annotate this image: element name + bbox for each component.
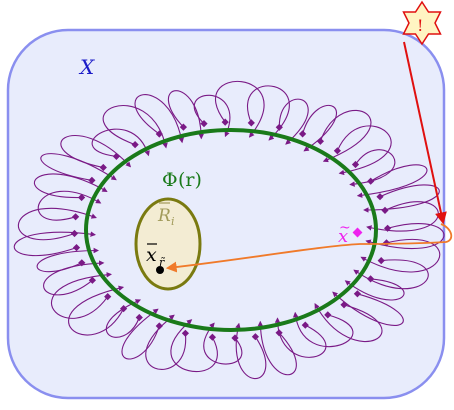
trajectory-start-marker: [221, 118, 229, 126]
trajectory-start-marker: [179, 123, 188, 131]
trajectory-start-marker: [71, 213, 80, 221]
trajectory-loop: [365, 223, 445, 250]
trajectory-start-marker: [316, 137, 325, 145]
trajectory-loop: [274, 317, 327, 358]
trajectory-start-marker: [135, 313, 143, 322]
region-r-subscript: i: [171, 215, 175, 228]
trajectory-loop: [50, 272, 112, 319]
trajectory-loop: [68, 285, 125, 336]
trajectory-loop: [215, 80, 265, 138]
trajectory-loop: [332, 291, 404, 326]
trajectory-loop: [60, 134, 132, 169]
trajectory-loop: [91, 128, 150, 157]
trajectory-loop: [193, 94, 231, 138]
trajectory-start-marker: [72, 243, 81, 252]
trajectory-loop: [314, 303, 383, 342]
trajectory-start-marker: [112, 152, 121, 161]
point-x-symbol: x: [146, 244, 157, 266]
point-xtilde-tilde: ~: [339, 220, 351, 236]
trajectory-loop: [17, 207, 97, 241]
trajectory-start-marker: [77, 193, 86, 202]
point-xtilde-marker: [352, 227, 363, 238]
trajectory-loop: [349, 149, 396, 187]
trajectory-start-marker: [155, 130, 163, 138]
trajectory-loop: [134, 94, 184, 144]
trajectory-start-marker: [104, 292, 112, 301]
alert-mark: !: [417, 16, 423, 35]
trajectory-loop: [102, 104, 168, 149]
point-x-label: x r̃: [146, 243, 165, 269]
trajectory-start-marker: [70, 229, 79, 238]
trajectory-loop: [336, 125, 392, 176]
point-x-dot: [156, 266, 164, 274]
trajectory-loop: [246, 85, 290, 141]
trajectory-start-marker: [324, 311, 332, 319]
trajectory-start-marker: [298, 130, 307, 138]
state-space-label: X: [78, 55, 95, 79]
region-r-label: R i: [157, 202, 175, 228]
phi-boundary-ellipse: [84, 128, 378, 332]
trajectory-loop: [319, 109, 372, 163]
trajectory-start-marker: [366, 275, 375, 283]
trajectory-start-marker: [351, 160, 360, 169]
trajectory-loop: [353, 259, 429, 290]
trajectory-start-marker: [131, 140, 139, 149]
trajectory-loop: [145, 314, 186, 370]
trajectory-loop: [344, 278, 405, 301]
trajectory-loop: [203, 322, 243, 365]
trajectory-loop: [121, 308, 160, 360]
phi-symbol: Φ: [162, 169, 178, 191]
phi-argument: (r): [178, 169, 202, 191]
trajectory-loops: [13, 80, 445, 380]
trajectory-start-marker: [333, 147, 342, 155]
trajectory-start-marker: [78, 259, 86, 267]
trajectory-start-marker: [353, 290, 362, 298]
region-r-symbol: R: [157, 206, 171, 226]
trajectory-loop: [105, 299, 142, 338]
perturbation-path: [165, 223, 453, 273]
trajectory-start-marker: [275, 123, 283, 131]
trajectory-start-marker: [340, 301, 348, 309]
trajectory-start-marker: [231, 334, 239, 342]
trajectory-loop: [13, 231, 96, 257]
trajectory-start-marker: [155, 322, 163, 330]
phi-boundary-label: Φ (r): [162, 169, 202, 191]
trajectory-loop: [33, 173, 108, 199]
trajectory-start-marker: [367, 177, 375, 185]
state-space-region: [6, 28, 446, 400]
trajectory-start-marker: [200, 119, 208, 128]
trajectory-loop: [363, 184, 440, 213]
trajectory-start-marker: [247, 119, 255, 127]
trajectory-loop: [257, 320, 297, 376]
trajectory-start-marker: [88, 176, 96, 185]
trajectory-loop: [37, 190, 102, 221]
alert-arrow: [403, 41, 447, 225]
trajectory-start-marker: [88, 276, 97, 284]
trajectory-start-marker: [275, 329, 283, 337]
point-xtilde-label: ~ x: [338, 220, 351, 247]
point-xtilde-symbol: x: [338, 226, 348, 247]
trajectory-start-marker: [301, 321, 309, 329]
trajectory-loop: [292, 311, 354, 348]
trajectory-loop: [36, 247, 100, 273]
trajectory-loop: [235, 322, 267, 380]
trajectory-start-marker: [99, 163, 107, 172]
trajectory-loop: [170, 319, 218, 373]
trajectory-start-marker: [181, 329, 190, 337]
trajectory-loop: [360, 238, 441, 273]
trajectory-start-marker: [208, 333, 217, 341]
trajectory-start-marker: [376, 193, 384, 201]
point-x-subscript: r̃: [159, 256, 165, 269]
trajectory-start-marker: [251, 333, 260, 341]
alert-star-icon: [402, 0, 442, 46]
trajectory-start-marker: [377, 256, 385, 265]
trajectory-loop: [356, 164, 428, 198]
trajectory-start-marker: [381, 206, 389, 215]
trajectory-start-marker: [119, 304, 128, 313]
trajectory-loop: [278, 98, 309, 145]
